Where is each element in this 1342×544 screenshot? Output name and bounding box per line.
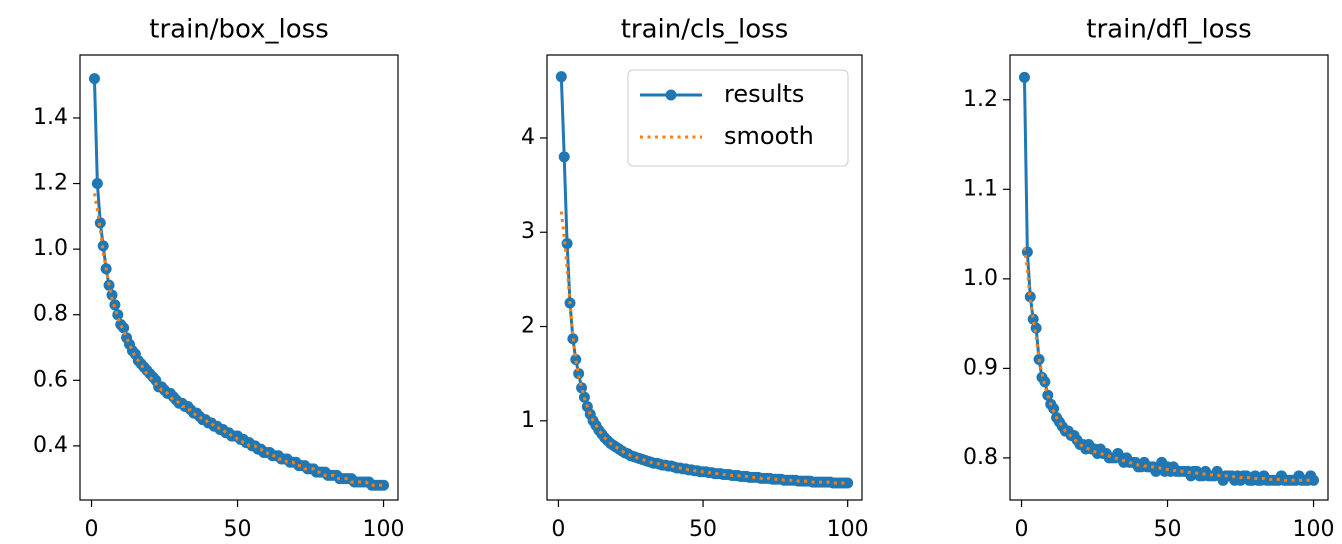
data-point [1018,71,1030,83]
x-tick-label: 0 [551,517,565,542]
data-point [91,178,103,190]
data-point [570,354,582,366]
series-line [1022,247,1314,482]
data-point [555,71,567,83]
y-tick-label: 2 [521,314,535,339]
data-point [842,477,854,489]
y-tick-label: 0.9 [963,355,998,380]
legend-marker [665,89,677,101]
x-tick-label: 100 [363,517,405,542]
data-point [88,73,100,85]
data-point [112,309,124,321]
data-point [1048,403,1060,415]
y-tick-label: 4 [521,125,535,150]
axes-frame [546,54,863,501]
chart-title: train/box_loss [149,15,329,45]
legend-label: smooth [724,122,814,150]
series-line [92,78,384,487]
data-point [118,322,130,334]
data-point [561,238,573,250]
data-point [1027,313,1039,325]
series-line [92,193,384,487]
y-tick-label: 1.0 [33,236,68,261]
plot-area [555,71,854,489]
data-point [378,479,390,491]
y-tick-label: 3 [521,219,535,244]
data-point [1024,291,1036,303]
y-tick-label: 1.4 [33,105,68,130]
x-tick-label: 100 [1293,517,1335,542]
y-tick-label: 1.2 [963,87,998,112]
x-tick-label: 50 [1154,517,1182,542]
x-tick-label: 100 [827,517,869,542]
plot-area [1018,71,1320,486]
data-point [576,382,588,394]
data-point [1030,322,1042,334]
axes-frame [79,54,399,501]
x-tick-label: 0 [85,517,99,542]
y-tick-label: 1.0 [963,266,998,291]
chart-title: train/dfl_loss [1086,15,1251,45]
y-tick-label: 0.8 [963,445,998,470]
series-line [1022,77,1315,484]
data-point [558,151,570,163]
y-tick-label: 0.4 [33,433,68,458]
data-point [578,391,590,403]
axes-frame [1009,54,1329,501]
x-tick-label: 50 [689,517,717,542]
data-point [1042,389,1054,401]
data-point [1308,474,1320,486]
legend-label: results [724,80,804,108]
y-tick-label: 1.1 [963,176,998,201]
x-tick-label: 0 [1015,517,1029,542]
chart-title: train/cls_loss [621,15,789,45]
y-tick-label: 1 [521,408,535,433]
plot-area [88,73,390,491]
data-point [573,368,585,380]
x-tick-label: 50 [224,517,252,542]
y-tick-label: 0.6 [33,367,68,392]
y-tick-label: 0.8 [33,302,68,327]
y-tick-label: 1.2 [33,171,68,196]
